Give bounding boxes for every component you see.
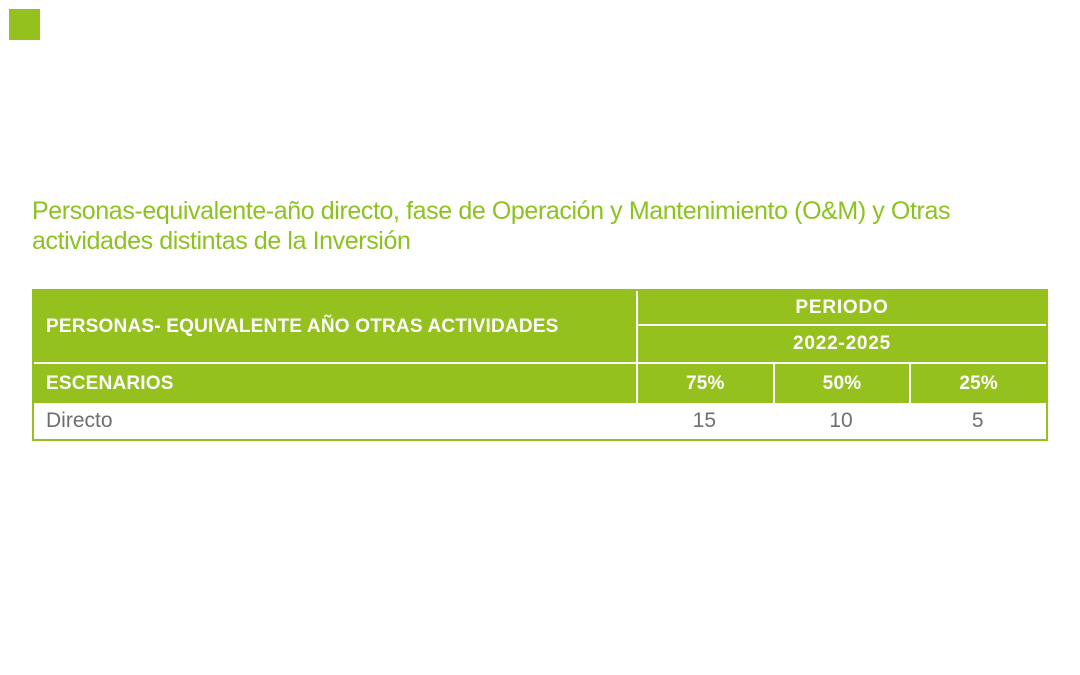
table-cell-value-50: 10 [772,403,910,439]
table-cell-value-25: 5 [909,403,1046,439]
table-header-col-25: 25% [909,364,1046,403]
data-table: PERSONAS- EQUIVALENTE AÑO OTRAS ACTIVIDA… [32,289,1048,441]
page-title: Personas-equivalente-año directo, fase d… [32,196,1032,256]
table-row-label: Directo [34,403,636,439]
page-title-line1: Personas-equivalente-año directo, fase d… [32,197,951,225]
table-header-period-range: 2022-2025 [636,326,1046,364]
table-header-col-75: 75% [636,364,773,403]
table-header-periodo: PERIODO [636,291,1046,326]
table-header-left: PERSONAS- EQUIVALENTE AÑO OTRAS ACTIVIDA… [34,291,636,364]
table-header-col-50: 50% [772,364,910,403]
logo-green-square [9,9,40,40]
table-header-escenarios: ESCENARIOS [34,364,636,403]
page-title-line2: actividades distintas de la Inversión [32,227,411,255]
table-cell-value-75: 15 [636,403,773,439]
